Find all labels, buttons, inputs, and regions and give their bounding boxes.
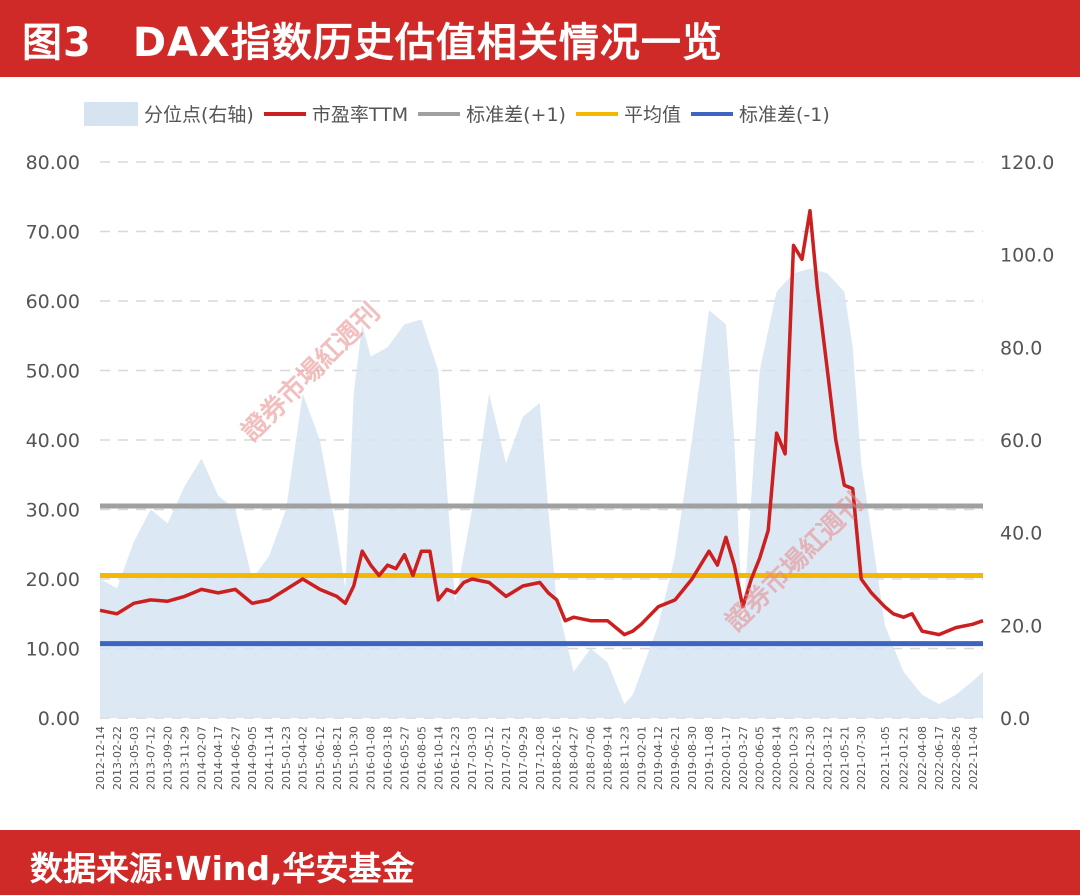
- legend-item-mean: 平均值: [575, 100, 681, 127]
- legend-item-pe: 市盈率TTM: [263, 100, 409, 127]
- x-tick-label: 2014-02-07: [196, 726, 209, 790]
- x-tick-label: 2022-01-21: [898, 726, 911, 790]
- x-tick-label: 2020-12-30: [804, 726, 817, 790]
- y-left-tick-label: 80.00: [26, 152, 80, 174]
- legend-item-lower: 标准差(-1): [690, 100, 830, 127]
- x-tick-label: 2015-06-12: [314, 726, 327, 790]
- y-left-tick-label: 0.00: [38, 708, 80, 730]
- x-tick-label: 2019-02-01: [635, 726, 648, 790]
- legend-swatch: [84, 101, 138, 126]
- y-right-tick-label: 80.0: [1000, 337, 1042, 359]
- x-tick-label: 2017-03-03: [466, 726, 479, 790]
- y-right-tick-label: 0.0: [1000, 708, 1030, 730]
- legend-label: 市盈率TTM: [311, 104, 409, 126]
- y-right-tick-label: 40.0: [1000, 523, 1042, 545]
- pe-ttm-line: [99, 208, 984, 637]
- x-tick-label: 2018-04-27: [568, 726, 581, 790]
- y-right-tick-label: 20.0: [1000, 615, 1042, 637]
- x-tick-label: 2013-05-03: [128, 726, 141, 790]
- y-left-tick-label: 70.00: [26, 222, 80, 244]
- x-tick-label: 2015-01-23: [280, 726, 293, 790]
- x-tick-label: 2020-01-17: [720, 726, 733, 790]
- chart-legend: 分位点(右轴) 市盈率TTM 标准差(+1) 平均值 标准差(-1): [84, 100, 840, 130]
- chart-title: 图3 DAX指数历史估值相关情况一览: [22, 20, 723, 66]
- data-source: 数据来源:Wind,华安基金: [30, 849, 415, 888]
- x-tick-label: 2014-09-05: [246, 726, 259, 790]
- x-tick-label: 2017-05-12: [483, 726, 496, 790]
- y-right-tick-label: 60.0: [1000, 430, 1042, 452]
- x-tick-label: 2018-07-06: [585, 726, 598, 790]
- x-tick-label: 2019-04-12: [652, 726, 665, 790]
- pe-line-layer: [99, 208, 984, 637]
- x-tick-label: 2019-11-08: [703, 726, 716, 790]
- x-tick-label: 2014-11-14: [263, 726, 276, 790]
- reference-lines-layer: [100, 503, 983, 647]
- percentile-area-layer: [100, 268, 983, 718]
- x-tick-label: 2016-03-18: [382, 726, 395, 790]
- axis-labels-layer: 0.00 10.00 20.00 30.00 40.00 50.00 60.00 70.00 8…: [26, 152, 1055, 790]
- x-tick-label: 2019-06-21: [669, 726, 682, 790]
- percentile-area: [100, 268, 983, 718]
- x-tick-label: 2012-12-14: [94, 726, 107, 790]
- y-left-tick-label: 20.00: [26, 569, 80, 591]
- y-left-tick-label: 50.00: [26, 361, 80, 383]
- y-left-tick-label: 10.00: [26, 639, 80, 661]
- legend-label: 平均值: [623, 104, 681, 126]
- x-tick-label: 2014-06-27: [229, 726, 242, 790]
- x-tick-label: 2022-04-08: [916, 726, 929, 790]
- x-tick-label: 2016-08-05: [415, 726, 428, 790]
- x-tick-label: 2015-04-02: [297, 726, 310, 790]
- x-tick-label: 2015-08-21: [331, 726, 344, 790]
- x-tick-label: 2019-08-30: [686, 726, 699, 790]
- x-tick-label: 2014-04-17: [212, 726, 225, 790]
- x-tick-label: 2013-07-12: [145, 726, 158, 790]
- x-tick-label: 2016-12-23: [449, 726, 462, 790]
- x-tick-label: 2021-07-30: [855, 726, 868, 790]
- legend-swatch: [690, 111, 733, 116]
- x-tick-label: 2021-11-05: [879, 726, 892, 790]
- x-tick-label: 2013-02-22: [111, 726, 124, 790]
- x-tick-label: 2016-05-27: [399, 726, 412, 790]
- x-tick-label: 2021-05-21: [838, 726, 851, 790]
- x-tick-label: 2022-08-26: [950, 726, 963, 790]
- x-tick-label: 2018-11-23: [618, 726, 631, 790]
- y-left-tick-label: 40.00: [26, 430, 80, 452]
- legend-item-band: 分位点(右轴): [84, 100, 254, 127]
- y-left-tick-label: 60.00: [26, 291, 80, 313]
- x-tick-label: 2018-02-16: [551, 726, 564, 790]
- source-banner: 数据来源:Wind,华安基金: [0, 830, 1080, 895]
- x-tick-label: 2022-06-17: [933, 726, 946, 790]
- legend-label: 分位点(右轴): [144, 104, 254, 126]
- legend-label: 标准差(-1): [738, 104, 830, 126]
- legend-swatch: [418, 111, 461, 116]
- x-tick-label: 2020-03-27: [737, 726, 750, 790]
- x-tick-label: 2020-10-23: [788, 726, 801, 790]
- x-tick-label: 2017-12-08: [534, 726, 547, 790]
- legend-item-upper: 标准差(+1): [418, 100, 566, 127]
- x-tick-label: 2021-03-12: [821, 726, 834, 790]
- y-left-tick-label: 30.00: [26, 500, 80, 522]
- legend-swatch: [263, 111, 306, 116]
- x-tick-label: 2015-10-30: [348, 726, 361, 790]
- legend-swatch: [575, 111, 618, 116]
- x-tick-label: 2022-11-04: [967, 726, 980, 790]
- x-tick-label: 2016-10-14: [432, 726, 445, 790]
- x-tick-label: 2020-06-05: [754, 726, 767, 790]
- legend-label: 标准差(+1): [466, 104, 566, 126]
- dax-valuation-chart: 0.00 10.00 20.00 30.00 40.00 50.00 60.00 70.00 8…: [26, 152, 1055, 790]
- y-right-tick-label: 100.0: [1000, 245, 1054, 267]
- y-right-tick-label: 120.0: [1000, 152, 1054, 174]
- x-tick-label: 2018-09-14: [602, 726, 615, 790]
- x-tick-label: 2017-09-29: [517, 726, 530, 790]
- x-tick-label: 2020-08-14: [771, 726, 784, 790]
- title-banner: 图3 DAX指数历史估值相关情况一览: [0, 0, 1080, 77]
- x-tick-label: 2016-01-08: [365, 726, 378, 790]
- x-tick-label: 2013-09-20: [162, 726, 175, 790]
- x-tick-label: 2013-11-29: [179, 726, 192, 790]
- x-tick-label: 2017-07-21: [500, 726, 513, 790]
